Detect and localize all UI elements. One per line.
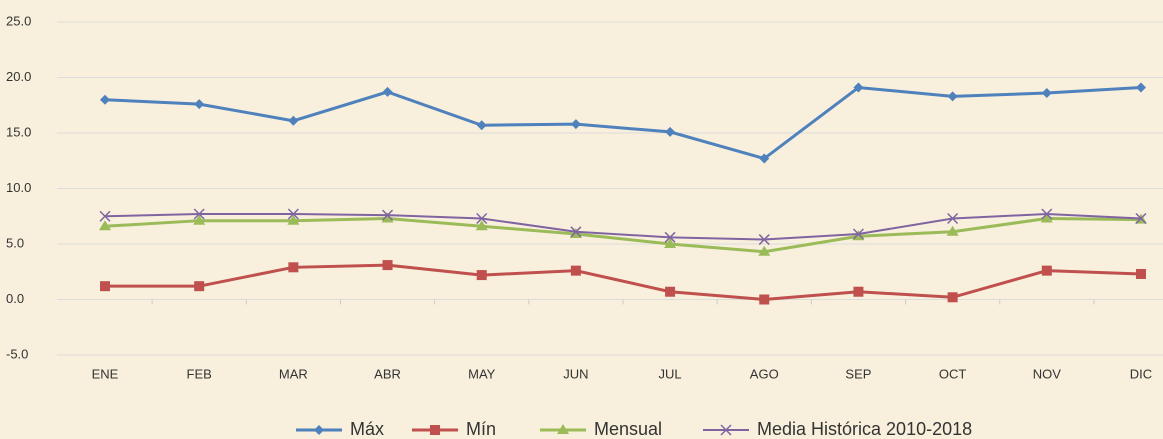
marker (759, 153, 770, 164)
y-tick-label: 20.0 (6, 69, 31, 84)
x-tick-label: JUN (563, 366, 588, 381)
marker (382, 86, 393, 97)
marker (476, 270, 487, 281)
legend-label: Mensual (594, 419, 662, 439)
y-tick-label: 0.0 (6, 291, 24, 306)
x-tick-label: SEP (845, 366, 871, 381)
marker (570, 265, 581, 276)
y-tick-label: 5.0 (6, 235, 24, 250)
x-tick-label: OCT (939, 366, 967, 381)
marker (1041, 265, 1052, 276)
x-tick-label: MAY (468, 366, 496, 381)
marker (100, 94, 110, 105)
marker (758, 234, 770, 246)
marker (1135, 82, 1146, 93)
line (104, 213, 1142, 241)
marker (853, 286, 864, 297)
x-tick-label: DIC (1130, 366, 1152, 381)
marker (665, 126, 676, 137)
marker (946, 225, 959, 236)
series (100, 260, 1146, 305)
series (99, 212, 1147, 256)
marker (288, 115, 299, 126)
x-tick-label: JUL (659, 366, 682, 381)
series (99, 208, 1147, 246)
x-tick-label: ENE (92, 366, 119, 381)
line (104, 85, 1142, 161)
marker (193, 208, 205, 220)
marker (100, 281, 110, 292)
marker (1135, 268, 1146, 279)
series (100, 82, 1146, 164)
y-tick-label: -5.0 (6, 346, 28, 361)
marker (288, 262, 299, 273)
marker (194, 281, 205, 292)
legend-label: Media Histórica 2010-2018 (757, 419, 972, 439)
y-tick-label: 10.0 (6, 180, 31, 195)
marker (287, 214, 300, 225)
marker (570, 226, 582, 238)
marker (665, 286, 676, 297)
marker (664, 238, 677, 248)
marker (758, 245, 771, 256)
marker (557, 424, 569, 434)
marker (476, 120, 487, 131)
marker (194, 99, 205, 110)
legend-label: Máx (350, 419, 384, 439)
marker (1041, 88, 1052, 99)
marker (381, 212, 394, 223)
marker (1041, 208, 1053, 220)
marker (99, 220, 111, 231)
x-tick-label: ABR (374, 366, 401, 381)
marker (314, 425, 324, 435)
marker (947, 212, 959, 225)
marker (570, 119, 581, 130)
marker (947, 91, 958, 102)
x-tick-label: AGO (750, 366, 779, 381)
x-tick-label: MAR (279, 366, 308, 381)
marker (759, 294, 770, 305)
legend-label: Mín (466, 419, 496, 439)
line (105, 263, 1142, 302)
marker (476, 212, 488, 225)
x-tick-label: FEB (187, 366, 212, 381)
y-tick-label: 25.0 (6, 13, 31, 28)
marker (382, 260, 393, 271)
marker (382, 209, 394, 221)
marker (664, 231, 676, 243)
marker (947, 292, 958, 303)
marker (1040, 212, 1053, 223)
marker (430, 425, 440, 435)
marker (475, 220, 488, 231)
y-tick-label: 15.0 (6, 124, 31, 139)
line (104, 216, 1141, 254)
marker (193, 214, 206, 225)
marker (287, 208, 299, 220)
marker (1135, 212, 1147, 225)
marker (720, 424, 732, 436)
x-tick-label: NOV (1033, 366, 1062, 381)
marker (853, 82, 864, 93)
marker (852, 228, 864, 240)
marker (99, 210, 111, 222)
